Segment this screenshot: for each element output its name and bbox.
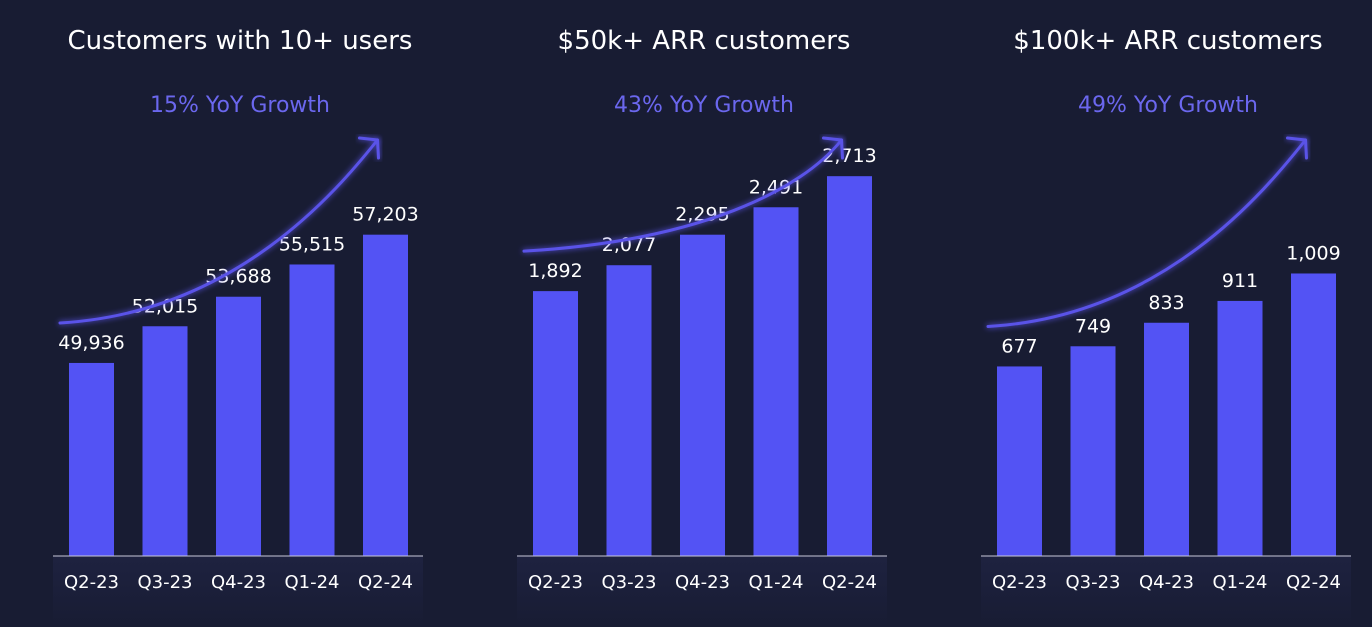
- bar-q1-24: [289, 264, 335, 556]
- category-band: [981, 556, 1351, 627]
- growth-arrow-head: [1286, 136, 1308, 160]
- bar-q1-24: [1217, 300, 1263, 556]
- bar-chart: 1,892 Q2-23 2,077 Q3-23 2,295 Q4-23 2,491 Q1-24…: [517, 136, 887, 593]
- bar-q2-23: [69, 362, 114, 556]
- bar-q2-23: [533, 291, 578, 556]
- value-label: 2,295: [675, 204, 729, 226]
- bar-q2-24: [1291, 273, 1336, 556]
- bar-q4-23: [680, 234, 725, 556]
- category-label: Q4-23: [1139, 572, 1194, 593]
- category-label: Q1-24: [284, 572, 339, 593]
- bar-q3-23: [1070, 346, 1116, 556]
- value-label: 1,009: [1286, 242, 1340, 264]
- yoy-growth-label: 43% YoY Growth: [614, 93, 794, 118]
- category-label: Q1-24: [1212, 572, 1267, 593]
- bar-q4-23: [1144, 322, 1189, 556]
- value-label: 2,491: [749, 176, 803, 198]
- chart-title: $50k+ ARR customers: [557, 26, 851, 56]
- chart-title: Customers with 10+ users: [67, 26, 413, 56]
- bar-q2-24: [827, 176, 872, 556]
- category-label: Q1-24: [748, 572, 803, 593]
- category-label: Q2-24: [1286, 572, 1341, 593]
- bar-chart: 49,936 Q2-23 52,015 Q3-23 53,688 Q4-23 55,515 Q…: [53, 136, 423, 593]
- growth-arrow: [58, 138, 379, 325]
- bar-q1-24: [753, 207, 799, 556]
- growth-arrow: [522, 138, 843, 253]
- value-label: 52,015: [132, 295, 198, 317]
- category-label: Q4-23: [211, 572, 266, 593]
- chart-panel-10plus-users: Customers with 10+ users 15% YoY Growth …: [50, 0, 430, 627]
- category-label: Q3-23: [1065, 572, 1120, 593]
- yoy-growth-label: 15% YoY Growth: [150, 93, 330, 118]
- category-label: Q3-23: [137, 572, 192, 593]
- growth-arrow-head: [822, 136, 844, 160]
- category-label: Q2-23: [528, 572, 583, 593]
- value-label: 911: [1222, 270, 1258, 292]
- value-label: 2,713: [822, 145, 876, 167]
- chart-panel-100k-arr: $100k+ ARR customers 49% YoY Growth 677 Q…: [978, 0, 1358, 627]
- value-label: 55,515: [279, 233, 345, 255]
- value-label: 57,203: [352, 204, 418, 226]
- value-label: 1,892: [528, 260, 582, 282]
- bar-q3-23: [606, 265, 652, 556]
- bar-chart: 677 Q2-23 749 Q3-23 833 Q4-23 911 Q1-24 1,009 Q2-…: [981, 136, 1351, 593]
- category-band: [517, 556, 887, 627]
- value-label: 677: [1001, 335, 1037, 357]
- category-label: Q4-23: [675, 572, 730, 593]
- value-label: 833: [1148, 292, 1184, 314]
- chart-title: $100k+ ARR customers: [1013, 26, 1323, 56]
- value-label: 749: [1075, 315, 1111, 337]
- category-band: [53, 556, 423, 627]
- category-label: Q3-23: [601, 572, 656, 593]
- category-label: Q2-23: [992, 572, 1047, 593]
- category-label: Q2-24: [822, 572, 877, 593]
- value-label: 2,077: [602, 234, 656, 256]
- value-label: 53,688: [205, 266, 271, 288]
- chart-panel-50k-arr: $50k+ ARR customers 43% YoY Growth 1,892…: [514, 0, 894, 627]
- category-label: Q2-24: [358, 572, 413, 593]
- growth-arrow: [986, 138, 1307, 328]
- category-label: Q2-23: [64, 572, 119, 593]
- growth-arrow-head: [358, 136, 380, 160]
- bar-q2-23: [997, 366, 1042, 556]
- yoy-growth-label: 49% YoY Growth: [1078, 93, 1258, 118]
- bar-q4-23: [216, 296, 261, 556]
- bar-q3-23: [142, 326, 188, 556]
- value-label: 49,936: [58, 332, 124, 354]
- bar-q2-24: [363, 234, 408, 556]
